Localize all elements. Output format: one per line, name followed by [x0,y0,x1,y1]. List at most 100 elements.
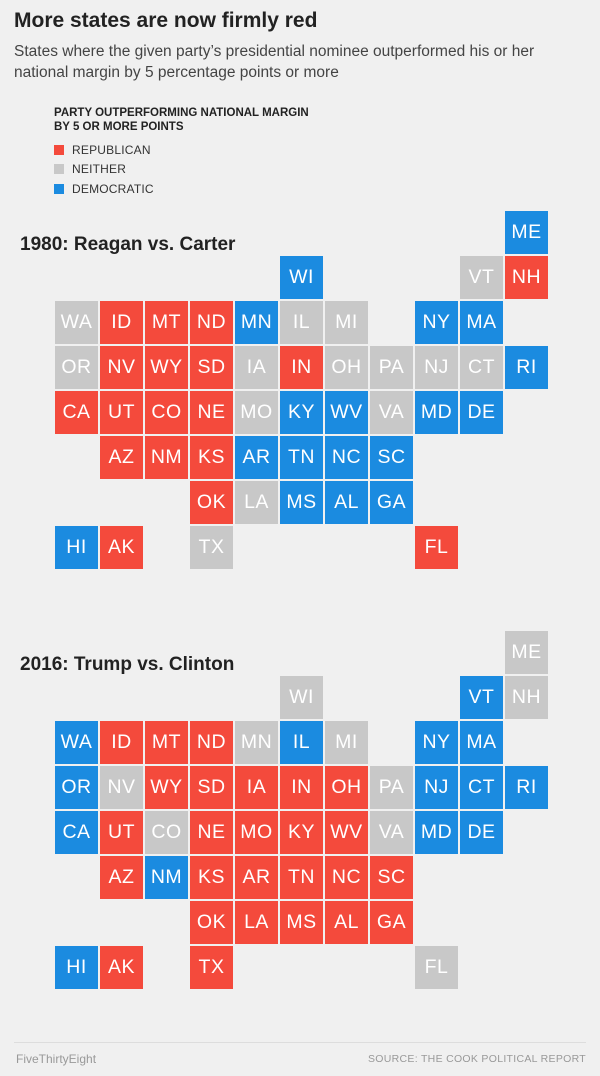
state-tile-ga-1980: GA [370,481,413,524]
state-tile-ok-1980: OK [190,481,233,524]
state-tile-me-2016: ME [505,631,548,674]
state-tile-az-1980: AZ [100,436,143,479]
state-tile-nv-2016: NV [100,766,143,809]
state-tile-ca-2016: CA [55,811,98,854]
legend-item-democratic: DEMOCRATIC [54,179,314,199]
state-tile-nh-2016: NH [505,676,548,719]
state-tile-va-2016: VA [370,811,413,854]
legend-label-republican: REPUBLICAN [72,142,151,157]
state-tile-mi-2016: MI [325,721,368,764]
legend-swatch-democratic [54,183,64,194]
state-tile-mt-2016: MT [145,721,188,764]
state-tile-wv-2016: WV [325,811,368,854]
state-tile-wa-1980: WA [55,301,98,344]
state-tile-wy-1980: WY [145,346,188,389]
state-tile-or-2016: OR [55,766,98,809]
state-tile-mo-1980: MO [235,391,278,434]
state-tile-id-2016: ID [100,721,143,764]
chart-subtitle: States where the given party’s president… [14,43,535,81]
state-tile-or-1980: OR [55,346,98,389]
state-tile-ky-1980: KY [280,391,323,434]
state-tile-ct-2016: CT [460,766,503,809]
state-tile-md-1980: MD [415,391,458,434]
state-tile-ri-1980: RI [505,346,548,389]
legend-item-republican: REPUBLICAN [54,140,314,160]
state-tile-nc-1980: NC [325,436,368,479]
state-tile-vt-1980: VT [460,256,503,299]
state-tile-ne-1980: NE [190,391,233,434]
state-tile-ar-1980: AR [235,436,278,479]
state-tile-ks-1980: KS [190,436,233,479]
legend-swatch-neither [54,164,64,175]
state-tile-az-2016: AZ [100,856,143,899]
state-tile-ok-2016: OK [190,901,233,944]
chart-title: More states are now firmly red [14,9,318,32]
legend-item-neither: NEITHER [54,160,314,180]
state-tile-al-2016: AL [325,901,368,944]
state-tile-sd-1980: SD [190,346,233,389]
state-tile-nd-2016: ND [190,721,233,764]
state-tile-de-1980: DE [460,391,503,434]
state-tile-mo-2016: MO [235,811,278,854]
state-tile-in-2016: IN [280,766,323,809]
state-tile-ca-1980: CA [55,391,98,434]
state-tile-co-2016: CO [145,811,188,854]
state-tile-ma-2016: MA [460,721,503,764]
state-tile-tn-1980: TN [280,436,323,479]
state-tile-co-1980: CO [145,391,188,434]
legend-swatch-republican [54,144,64,155]
state-tile-il-2016: IL [280,721,323,764]
state-tile-ct-1980: CT [460,346,503,389]
state-tile-il-1980: IL [280,301,323,344]
legend-label-democratic: DEMOCRATIC [72,181,154,196]
state-tile-ma-1980: MA [460,301,503,344]
state-tile-ar-2016: AR [235,856,278,899]
state-tile-sc-2016: SC [370,856,413,899]
state-tile-fl-1980: FL [415,526,458,569]
state-tile-nj-1980: NJ [415,346,458,389]
state-tile-hi-2016: HI [55,946,98,989]
state-tile-wi-1980: WI [280,256,323,299]
state-tile-tn-2016: TN [280,856,323,899]
state-tile-ia-2016: IA [235,766,278,809]
state-tile-id-1980: ID [100,301,143,344]
state-tile-md-2016: MD [415,811,458,854]
state-tile-ga-2016: GA [370,901,413,944]
state-tile-wv-1980: WV [325,391,368,434]
state-tile-ms-1980: MS [280,481,323,524]
state-tile-ne-2016: NE [190,811,233,854]
state-tile-de-2016: DE [460,811,503,854]
state-tile-ia-1980: IA [235,346,278,389]
state-tile-nd-1980: ND [190,301,233,344]
state-tile-ak-2016: AK [100,946,143,989]
legend-title: PARTY OUTPERFORMING NATIONAL MARGIN BY 5… [54,107,309,133]
state-tile-hi-1980: HI [55,526,98,569]
state-tile-nj-2016: NJ [415,766,458,809]
state-tile-mn-2016: MN [235,721,278,764]
legend: PARTY OUTPERFORMING NATIONAL MARGIN BY 5… [54,107,314,199]
state-tile-ak-1980: AK [100,526,143,569]
footer-divider [14,1042,586,1043]
state-tile-in-1980: IN [280,346,323,389]
state-tile-fl-2016: FL [415,946,458,989]
state-tile-la-1980: LA [235,481,278,524]
state-tile-pa-1980: PA [370,346,413,389]
map-title-2016: 2016: Trump vs. Clinton [20,654,235,675]
state-tile-sc-1980: SC [370,436,413,479]
state-tile-mn-1980: MN [235,301,278,344]
state-tile-nm-2016: NM [145,856,188,899]
state-tile-nv-1980: NV [100,346,143,389]
state-tile-ri-2016: RI [505,766,548,809]
state-tile-vt-2016: VT [460,676,503,719]
state-tile-oh-1980: OH [325,346,368,389]
state-tile-tx-1980: TX [190,526,233,569]
state-tile-va-1980: VA [370,391,413,434]
state-tile-ut-2016: UT [100,811,143,854]
state-tile-al-1980: AL [325,481,368,524]
state-tile-wy-2016: WY [145,766,188,809]
footer-source: SOURCE: THE COOK POLITICAL REPORT [368,1053,586,1065]
state-tile-tx-2016: TX [190,946,233,989]
state-tile-pa-2016: PA [370,766,413,809]
footer-brand: FiveThirtyEight [16,1052,97,1066]
state-tile-ks-2016: KS [190,856,233,899]
